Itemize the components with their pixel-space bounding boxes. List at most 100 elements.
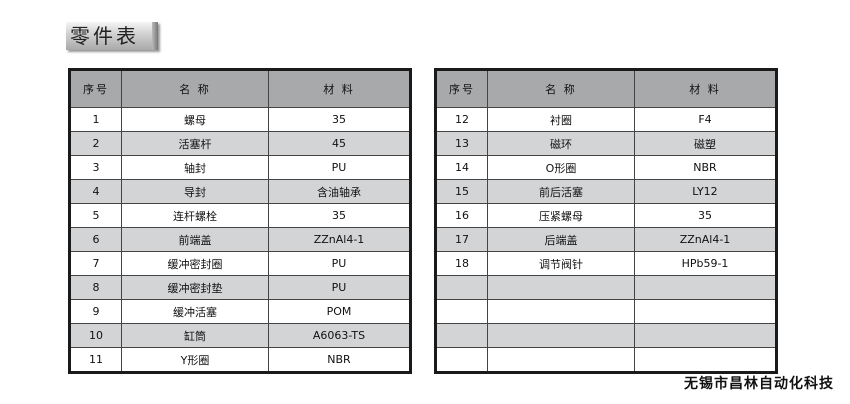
cell-material: PU <box>268 155 411 180</box>
table-row: 9 缓冲活塞 POM <box>69 299 411 324</box>
cell-no: 17 <box>435 227 488 252</box>
table-row: 1 螺母 35 <box>69 107 411 132</box>
table-row <box>435 275 777 300</box>
cell-name: 缓冲密封圈 <box>121 251 269 276</box>
table-row <box>435 299 777 324</box>
table-row: 5 连杆螺栓 35 <box>69 203 411 228</box>
cell-name: 后端盖 <box>487 227 635 252</box>
cell-name <box>487 275 635 300</box>
table-row: 2 活塞杆 45 <box>69 131 411 156</box>
parts-table-left: 序号 名 称 材 料 1 螺母 35 2 活塞杆 45 3 轴封 PU 4 导封 含油轴承 5 连杆螺栓 3… <box>68 68 412 374</box>
cell-no: 7 <box>69 251 122 276</box>
header-no: 序号 <box>69 69 122 108</box>
cell-no: 12 <box>435 107 488 132</box>
cell-name: 衬圈 <box>487 107 635 132</box>
cell-name <box>487 347 635 373</box>
cell-material: 35 <box>268 107 411 132</box>
cell-no: 6 <box>69 227 122 252</box>
parts-table-right: 序号 名 称 材 料 12 衬圈 F4 13 磁环 磁塑 14 O形圈 NBR 15 前后活塞 LY1… <box>434 68 778 374</box>
cell-name: 螺母 <box>121 107 269 132</box>
cell-material: 磁塑 <box>634 131 777 156</box>
cell-material: HPb59-1 <box>634 251 777 276</box>
cell-material: ZZnAl4-1 <box>268 227 411 252</box>
header-row: 序号 名 称 材 料 <box>69 69 411 108</box>
table-row: 6 前端盖 ZZnAl4-1 <box>69 227 411 252</box>
header-no: 序号 <box>435 69 488 108</box>
cell-name: 连杆螺栓 <box>121 203 269 228</box>
cell-material: 35 <box>268 203 411 228</box>
header-material: 材 料 <box>634 69 777 108</box>
cell-no <box>435 347 488 373</box>
cell-material: 35 <box>634 203 777 228</box>
table-row: 7 缓冲密封圈 PU <box>69 251 411 276</box>
cell-name: 轴封 <box>121 155 269 180</box>
cell-no: 3 <box>69 155 122 180</box>
table-row <box>435 347 777 373</box>
cell-name: 磁环 <box>487 131 635 156</box>
cell-material: A6063-TS <box>268 323 411 348</box>
cell-no: 14 <box>435 155 488 180</box>
page-title: 零件表 <box>66 22 158 50</box>
cell-no: 15 <box>435 179 488 204</box>
table-row: 8 缓冲密封垫 PU <box>69 275 411 300</box>
cell-no: 13 <box>435 131 488 156</box>
cell-no: 1 <box>69 107 122 132</box>
cell-material: NBR <box>634 155 777 180</box>
cell-name: 调节阀针 <box>487 251 635 276</box>
cell-material: 45 <box>268 131 411 156</box>
cell-no <box>435 299 488 324</box>
cell-name: 前端盖 <box>121 227 269 252</box>
header-material: 材 料 <box>268 69 411 108</box>
cell-material: NBR <box>268 347 411 373</box>
cell-no: 11 <box>69 347 122 373</box>
cell-name: O形圈 <box>487 155 635 180</box>
table-row: 11 Y形圈 NBR <box>69 347 411 373</box>
cell-name: 缓冲活塞 <box>121 299 269 324</box>
table-row: 3 轴封 PU <box>69 155 411 180</box>
cell-material: F4 <box>634 107 777 132</box>
table-row: 10 缸筒 A6063-TS <box>69 323 411 348</box>
cell-no <box>435 275 488 300</box>
table-row: 15 前后活塞 LY12 <box>435 179 777 204</box>
cell-name: 导封 <box>121 179 269 204</box>
cell-name: 缓冲密封垫 <box>121 275 269 300</box>
cell-no: 4 <box>69 179 122 204</box>
cell-name: 活塞杆 <box>121 131 269 156</box>
cell-name: 前后活塞 <box>487 179 635 204</box>
table-row: 12 衬圈 F4 <box>435 107 777 132</box>
cell-no: 8 <box>69 275 122 300</box>
table-row: 18 调节阀针 HPb59-1 <box>435 251 777 276</box>
cell-name: Y形圈 <box>121 347 269 373</box>
table-row: 17 后端盖 ZZnAl4-1 <box>435 227 777 252</box>
cell-no <box>435 323 488 348</box>
cell-no: 2 <box>69 131 122 156</box>
cell-material: LY12 <box>634 179 777 204</box>
cell-material <box>634 323 777 348</box>
cell-no: 10 <box>69 323 122 348</box>
header-name: 名 称 <box>487 69 635 108</box>
header-name: 名 称 <box>121 69 269 108</box>
company-name: 无锡市昌林自动化科技 <box>684 376 834 392</box>
cell-material <box>634 299 777 324</box>
table-row: 4 导封 含油轴承 <box>69 179 411 204</box>
cell-material <box>634 347 777 373</box>
cell-material: PU <box>268 275 411 300</box>
cell-material <box>634 275 777 300</box>
cell-material: POM <box>268 299 411 324</box>
header-row: 序号 名 称 材 料 <box>435 69 777 108</box>
cell-name <box>487 323 635 348</box>
cell-material: 含油轴承 <box>268 179 411 204</box>
table-row: 16 压紧螺母 35 <box>435 203 777 228</box>
cell-no: 9 <box>69 299 122 324</box>
cell-no: 18 <box>435 251 488 276</box>
cell-name: 缸筒 <box>121 323 269 348</box>
cell-material: ZZnAl4-1 <box>634 227 777 252</box>
cell-name: 压紧螺母 <box>487 203 635 228</box>
table-row: 14 O形圈 NBR <box>435 155 777 180</box>
cell-material: PU <box>268 251 411 276</box>
table-row: 13 磁环 磁塑 <box>435 131 777 156</box>
cell-no: 5 <box>69 203 122 228</box>
table-row <box>435 323 777 348</box>
cell-no: 16 <box>435 203 488 228</box>
cell-name <box>487 299 635 324</box>
